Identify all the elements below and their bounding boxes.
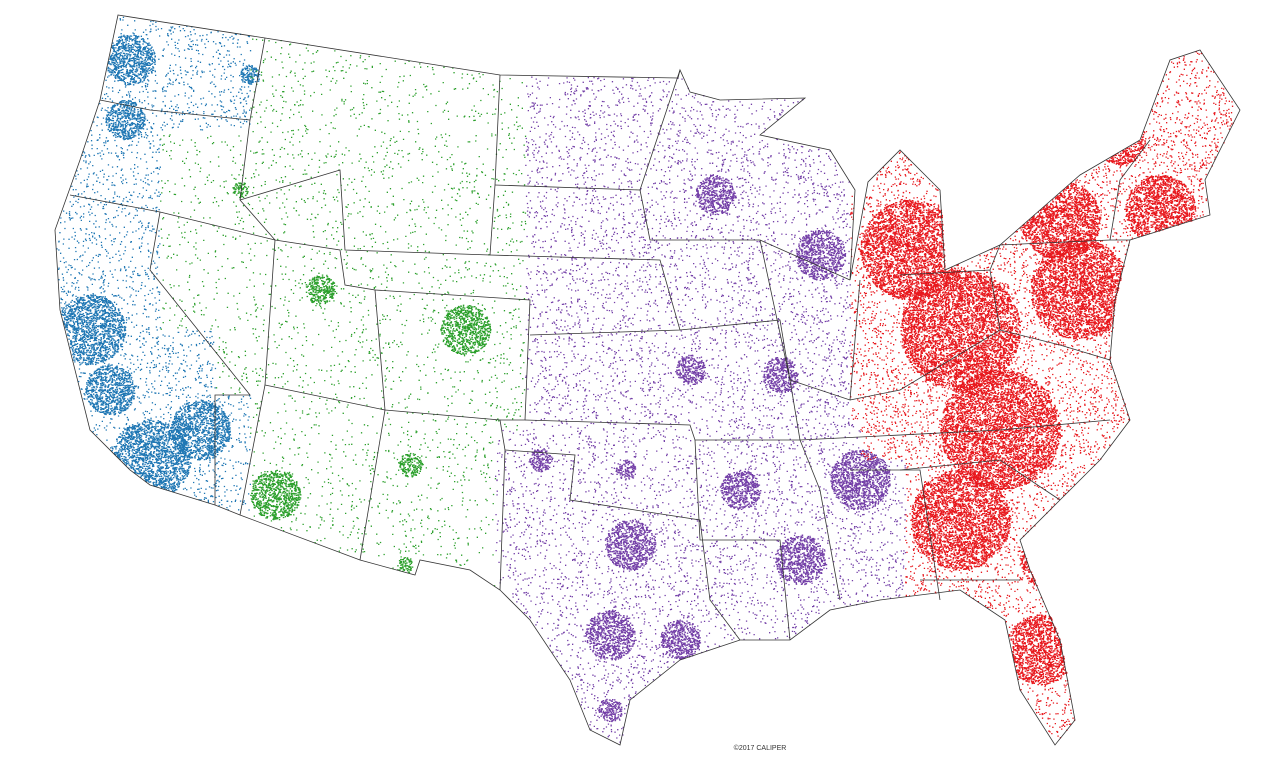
dot-layer (56, 16, 1234, 743)
state-line (239, 37, 276, 516)
state-line (989, 239, 1130, 271)
state-line (69, 194, 276, 241)
state-line (524, 419, 841, 601)
state-line (239, 74, 501, 256)
state-line (274, 239, 386, 561)
state-line (504, 449, 741, 641)
state-line (799, 419, 1111, 441)
state-line (374, 289, 531, 421)
state-line (850, 469, 941, 601)
country-outline (54, 14, 1241, 746)
state-line (899, 459, 1061, 501)
state-line (679, 319, 801, 441)
state-line (1109, 139, 1151, 241)
state-boundaries (54, 14, 1241, 746)
state-line (264, 384, 506, 591)
state-line (759, 239, 861, 401)
credit: ©2017 CALIPER (734, 744, 787, 752)
state-line (489, 254, 681, 336)
population-dots (495, 76, 907, 743)
population-dots (56, 16, 261, 511)
state-line (99, 99, 251, 121)
state-line (149, 211, 251, 505)
state-line (639, 189, 851, 281)
state-line (694, 439, 791, 641)
population-dots (850, 51, 1234, 739)
population-dots (160, 38, 527, 587)
